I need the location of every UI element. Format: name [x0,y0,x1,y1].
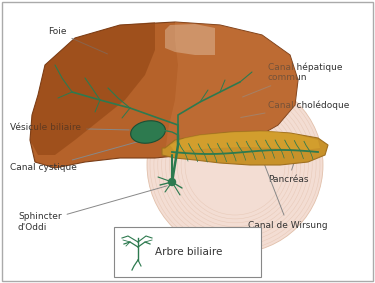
Circle shape [168,179,176,185]
Text: Sphincter
d'Oddi: Sphincter d'Oddi [18,186,167,232]
Text: Canal hépatique
commun: Canal hépatique commun [243,62,342,97]
Polygon shape [162,131,328,165]
Polygon shape [30,22,155,155]
Ellipse shape [130,121,165,143]
Text: Canal cystique: Canal cystique [10,136,159,173]
Text: Pancréas: Pancréas [268,163,309,185]
FancyBboxPatch shape [2,2,373,281]
Polygon shape [170,131,320,152]
Text: Arbre biliaire: Arbre biliaire [155,247,222,257]
Polygon shape [165,24,215,55]
Text: Canal cholédoque: Canal cholédoque [241,100,350,117]
FancyBboxPatch shape [114,227,261,277]
Polygon shape [165,22,298,155]
Ellipse shape [147,77,323,253]
Text: Foie: Foie [48,27,108,54]
Text: Vésicule biliaire: Vésicule biliaire [10,123,129,132]
Text: Canal de Wirsung: Canal de Wirsung [248,160,328,230]
Polygon shape [30,22,298,168]
